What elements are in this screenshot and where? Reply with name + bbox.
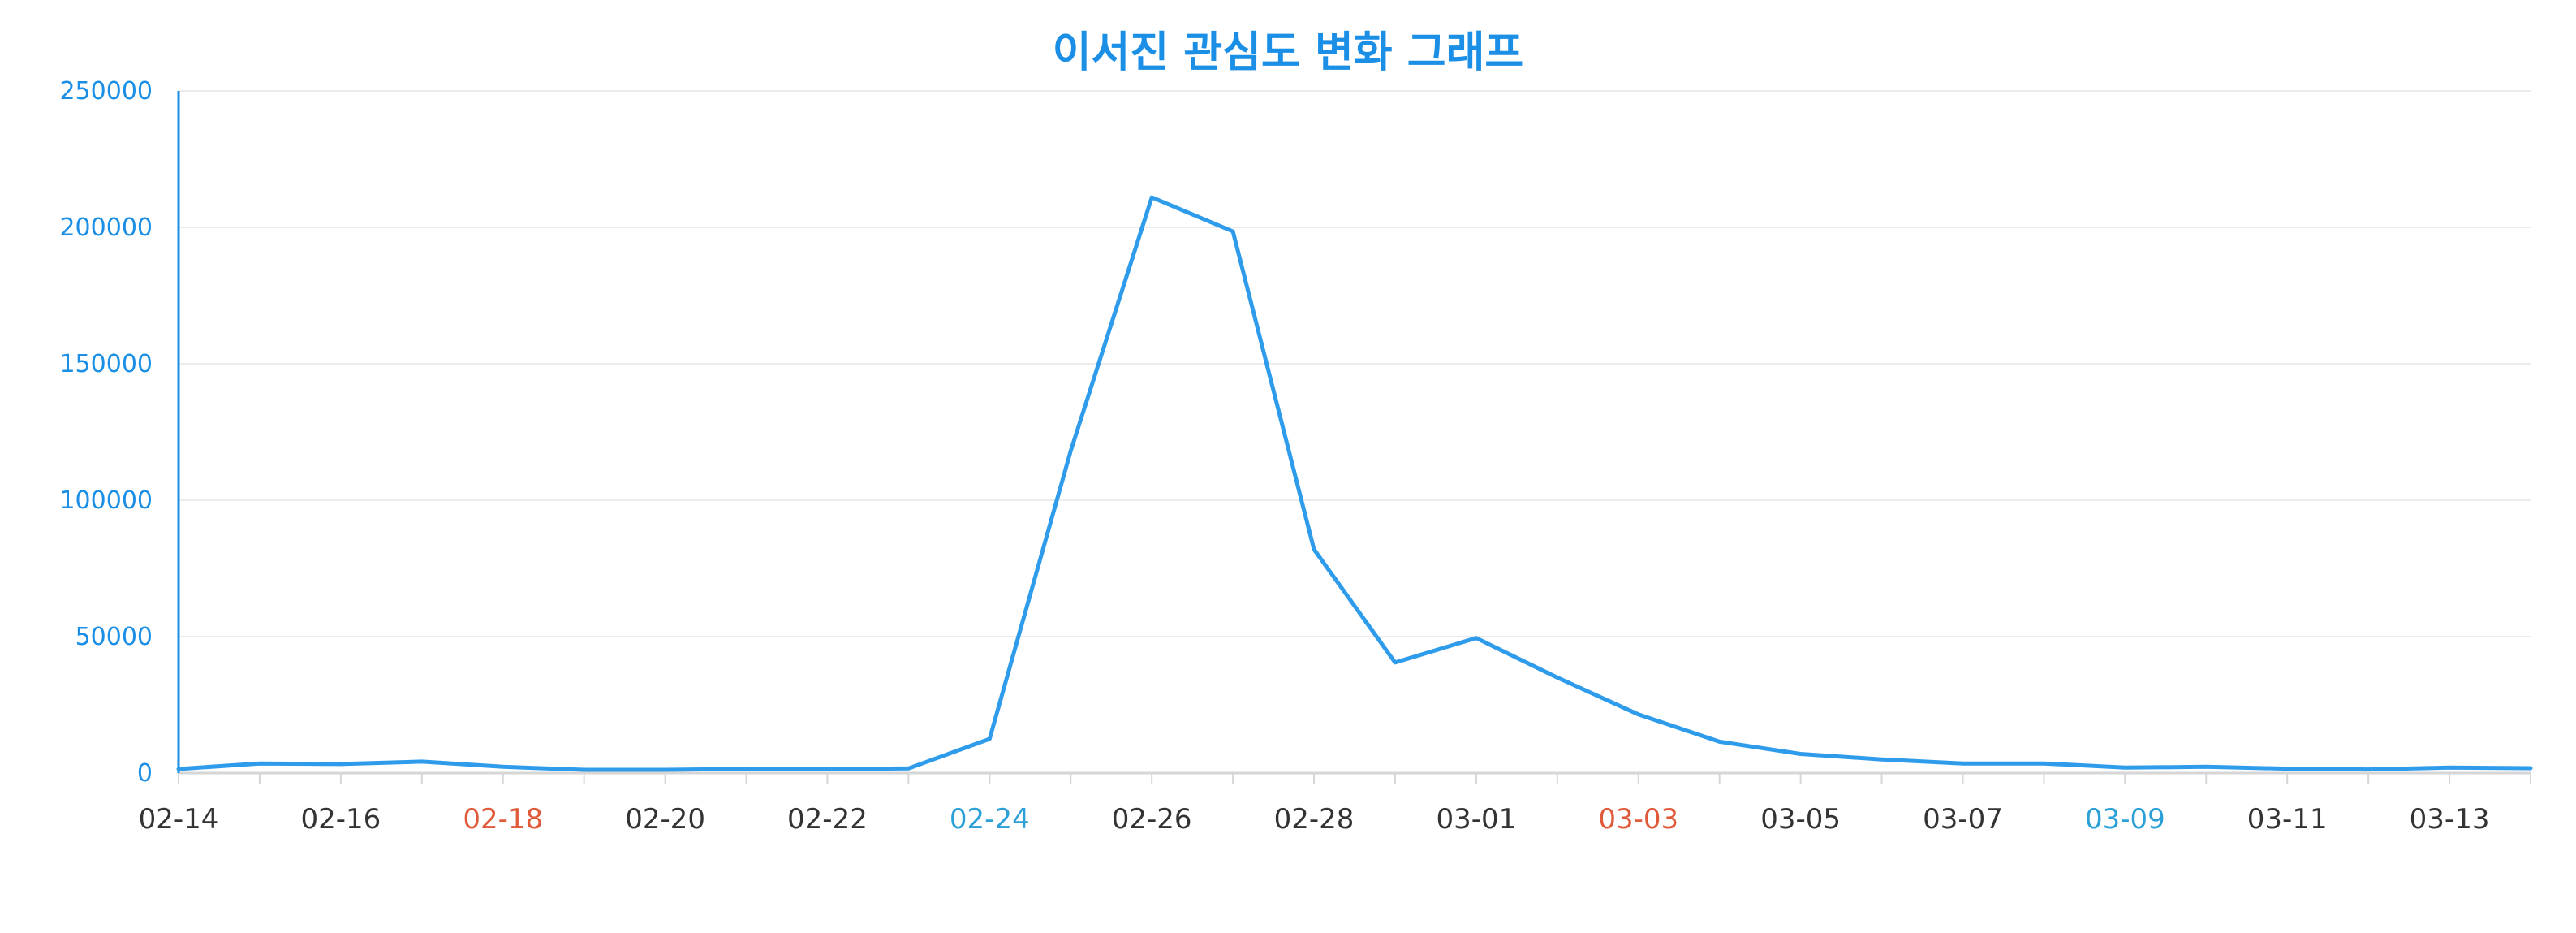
data-point-03-07 <box>1960 761 1965 766</box>
y-tick-label-1: 50000 <box>75 623 153 651</box>
data-point-03-01 <box>1474 636 1479 641</box>
data-point-02-29 <box>1393 660 1398 665</box>
data-point-03-10 <box>2203 764 2208 769</box>
data-point-03-13 <box>2447 765 2452 770</box>
data-point-03-14 <box>2528 766 2533 771</box>
data-point-02-26 <box>1149 195 1154 200</box>
data-point-02-25 <box>1068 449 1073 454</box>
x-tick-label-02-26: 02-26 <box>1112 803 1192 836</box>
data-point-02-27 <box>1230 229 1235 234</box>
data-point-03-02 <box>1555 675 1560 680</box>
x-tick-label-03-07: 03-07 <box>1923 803 2003 836</box>
series-line-0 <box>176 195 2533 772</box>
data-point-03-09 <box>2122 765 2127 770</box>
x-tick-label-03-01: 03-01 <box>1436 803 1516 836</box>
data-point-02-14 <box>176 767 181 771</box>
y-tick-label-0: 0 <box>137 759 153 788</box>
x-tick-label-02-28: 02-28 <box>1274 803 1355 836</box>
data-point-03-06 <box>1880 757 1885 762</box>
data-point-02-16 <box>338 762 343 767</box>
data-point-03-08 <box>2041 761 2046 766</box>
data-point-02-23 <box>906 766 911 771</box>
data-point-02-28 <box>1312 546 1316 551</box>
x-tick-label-02-24: 02-24 <box>950 803 1030 836</box>
data-point-02-17 <box>420 759 424 764</box>
x-tick-label-02-22: 02-22 <box>787 803 868 836</box>
y-tick-label-5: 250000 <box>59 77 153 106</box>
data-point-02-22 <box>825 767 829 771</box>
x-tick-label-03-09: 03-09 <box>2085 803 2165 836</box>
x-tick-label-02-16: 02-16 <box>300 803 381 836</box>
data-point-02-21 <box>744 767 749 771</box>
y-tick-label-3: 150000 <box>59 350 153 378</box>
x-tick-label-02-14: 02-14 <box>139 803 219 836</box>
data-point-03-12 <box>2366 767 2371 772</box>
x-tick-label-03-05: 03-05 <box>1760 803 1841 836</box>
data-point-02-15 <box>257 761 262 766</box>
data-point-02-18 <box>501 764 506 769</box>
x-tick-label-02-20: 02-20 <box>625 803 705 836</box>
data-point-03-04 <box>1717 739 1722 744</box>
data-point-02-20 <box>663 767 668 772</box>
data-point-03-05 <box>1798 751 1803 756</box>
x-tick-label-02-18: 02-18 <box>463 803 543 836</box>
x-tick-label-03-13: 03-13 <box>2410 803 2490 836</box>
data-point-03-03 <box>1636 712 1641 717</box>
data-point-02-19 <box>582 767 587 772</box>
y-tick-label-2: 100000 <box>59 486 153 515</box>
data-point-02-24 <box>987 736 992 741</box>
chart-title: 이서진 관심도 변화 그래프 <box>1052 28 1524 77</box>
y-tick-label-4: 200000 <box>59 214 153 242</box>
data-point-03-11 <box>2285 767 2290 771</box>
x-tick-label-03-11: 03-11 <box>2247 803 2328 836</box>
x-tick-label-03-03: 03-03 <box>1598 803 1678 836</box>
